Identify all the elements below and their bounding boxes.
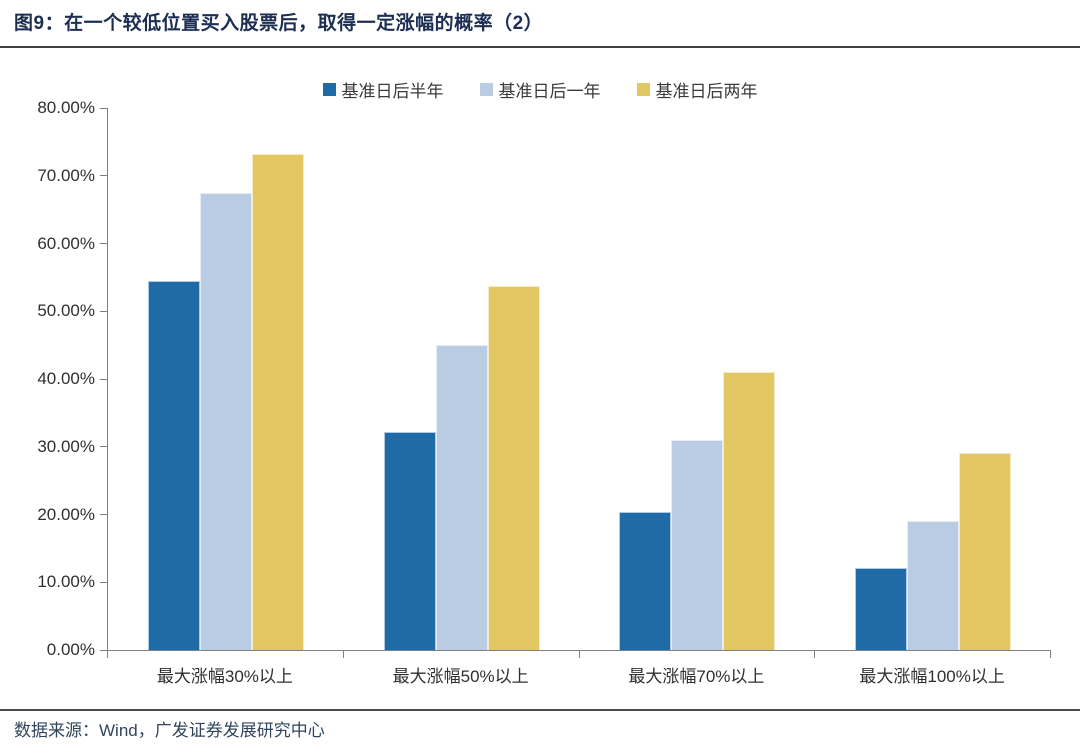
y-tick-mark bbox=[100, 649, 107, 651]
y-tick-label: 0.00% bbox=[46, 640, 95, 659]
bar-series-0-cat-1 bbox=[383, 431, 436, 650]
y-tick-mark bbox=[100, 514, 107, 515]
y-tick-mark bbox=[100, 310, 107, 312]
legend-swatch-icon bbox=[636, 83, 650, 96]
y-tick-label: 10.00% bbox=[37, 572, 95, 592]
bar-group-2 bbox=[580, 108, 816, 650]
bar-series-1-cat-1 bbox=[435, 345, 488, 650]
x-category-label: 最大涨幅30%以上 bbox=[156, 667, 293, 686]
y-tick-label: 60.00% bbox=[37, 233, 95, 253]
y-tick-mark bbox=[100, 107, 107, 109]
bar-series-2-cat-1 bbox=[487, 286, 540, 650]
x-category-label: 最大涨幅50%以上 bbox=[392, 667, 529, 686]
x-tick-mark bbox=[342, 651, 344, 658]
y-tick-label: 80.00% bbox=[37, 98, 95, 117]
bar-series-1-cat-3 bbox=[907, 521, 960, 650]
y-tick-label: 70.00% bbox=[37, 165, 95, 185]
plot-area bbox=[107, 108, 1051, 651]
y-tick-mark bbox=[100, 581, 107, 583]
y-tick-label: 40.00% bbox=[37, 369, 95, 388]
x-tick-mark bbox=[107, 651, 108, 658]
bar-series-1-cat-0 bbox=[199, 193, 252, 650]
legend-item-2: 基准日后两年 bbox=[636, 77, 758, 102]
legend-label: 基准日后一年 bbox=[498, 82, 601, 101]
legend-swatch-icon bbox=[479, 83, 493, 96]
x-category-label: 最大涨幅100%以上 bbox=[859, 667, 1005, 686]
legend-item-0: 基准日后半年 bbox=[322, 77, 444, 102]
y-tick-mark bbox=[100, 175, 107, 177]
bar-series-0-cat-3 bbox=[855, 568, 908, 650]
legend-label: 基准日后两年 bbox=[655, 82, 758, 101]
footer-divider bbox=[0, 709, 1080, 711]
x-category-label: 最大涨幅70%以上 bbox=[628, 667, 765, 686]
y-tick-label: 50.00% bbox=[37, 301, 95, 321]
bar-series-0-cat-2 bbox=[619, 511, 672, 650]
bar-group-0 bbox=[108, 108, 344, 650]
y-tick-label: 20.00% bbox=[37, 504, 95, 524]
y-tick-mark bbox=[100, 446, 107, 448]
bar-series-0-cat-0 bbox=[147, 280, 200, 650]
legend-item-1: 基准日后一年 bbox=[479, 77, 601, 102]
y-tick-mark bbox=[100, 378, 107, 380]
bar-series-1-cat-2 bbox=[671, 439, 724, 650]
x-tick-mark bbox=[578, 651, 580, 658]
chart-legend: 基准日后半年 基准日后一年 基准日后两年 bbox=[0, 77, 1080, 102]
title-divider bbox=[0, 46, 1080, 48]
x-tick-mark bbox=[814, 651, 816, 658]
y-tick-label: 30.00% bbox=[37, 436, 95, 456]
figure-title: 图9：在一个较低位置买入股票后，取得一定涨幅的概率（2） bbox=[14, 13, 544, 34]
y-tick-mark bbox=[100, 243, 107, 244]
legend-label: 基准日后半年 bbox=[341, 82, 444, 101]
legend-swatch-icon bbox=[322, 83, 336, 96]
bar-group-3 bbox=[815, 108, 1051, 650]
bar-series-2-cat-3 bbox=[959, 452, 1012, 650]
bar-group-1 bbox=[344, 108, 580, 650]
bar-series-2-cat-0 bbox=[251, 154, 304, 650]
data-source-note: 数据来源：Wind，广发证券发展研究中心 bbox=[14, 721, 325, 740]
x-tick-mark bbox=[1050, 651, 1051, 658]
bar-series-2-cat-2 bbox=[723, 371, 776, 650]
